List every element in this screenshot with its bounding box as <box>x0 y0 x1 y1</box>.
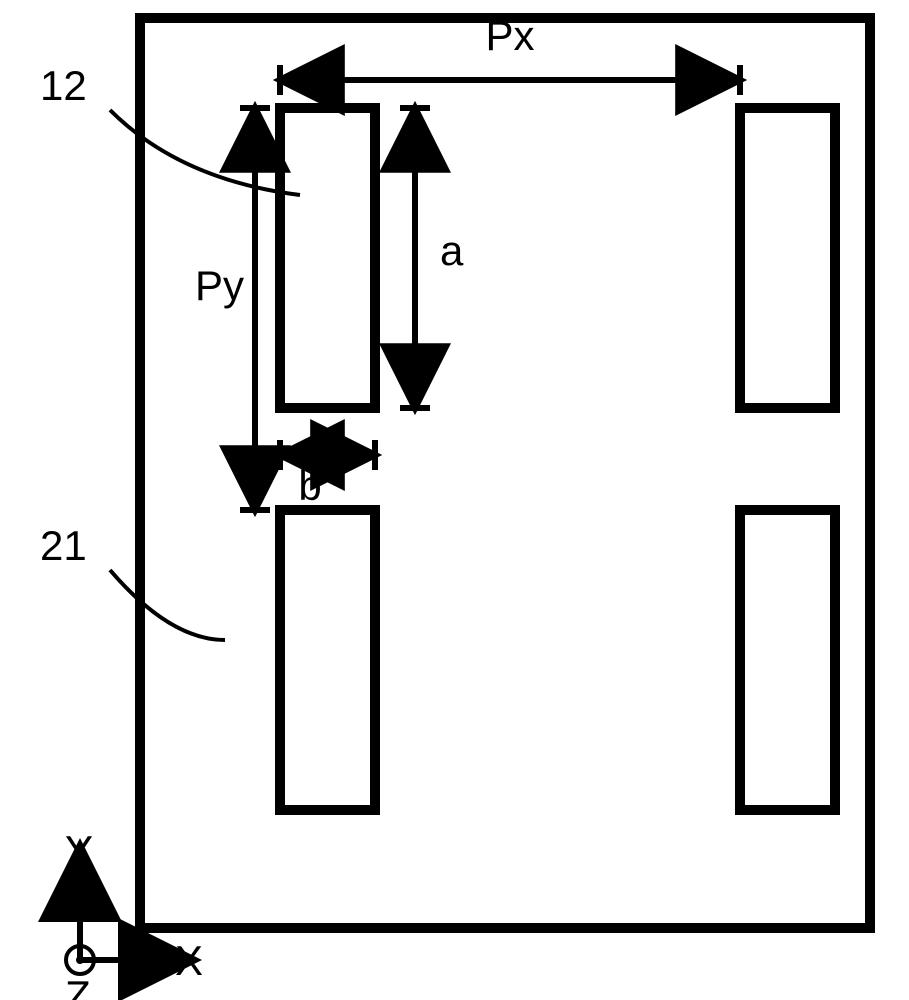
axis-label-x: X <box>175 937 203 984</box>
callout-12: 12 <box>40 62 300 195</box>
label-Px: Px <box>485 12 534 59</box>
dim-a: a <box>400 108 464 408</box>
label-12: 12 <box>40 62 87 109</box>
bar-bottom-left <box>280 510 375 810</box>
label-b: b <box>298 462 321 509</box>
label-Py: Py <box>195 262 244 309</box>
bar-bottom-right <box>740 510 835 810</box>
coordinate-axes: X Y Z <box>65 827 203 1000</box>
label-a: a <box>440 227 464 274</box>
label-21: 21 <box>40 522 87 569</box>
bar-top-right <box>740 108 835 408</box>
dim-Py: Py <box>195 108 270 510</box>
dim-Px: Px <box>280 12 740 95</box>
axis-label-y: Y <box>65 827 93 874</box>
callout-21: 21 <box>40 522 225 640</box>
outer-boundary <box>140 18 870 928</box>
dim-b: b <box>280 440 375 509</box>
diagram-svg: Px a Py b 12 21 X Y Z <box>0 0 909 1000</box>
axis-label-z: Z <box>65 972 91 1000</box>
bar-top-left <box>280 108 375 408</box>
